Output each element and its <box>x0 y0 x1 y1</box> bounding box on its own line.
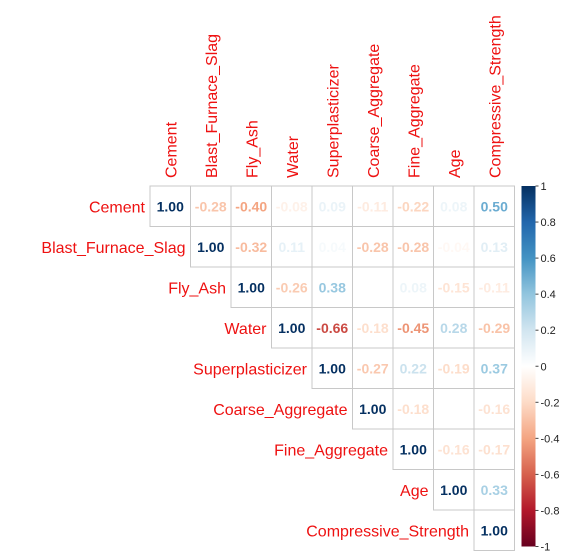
row-label-cement: Cement <box>89 199 146 216</box>
cell-value-blast-furnace-slag-fine-aggregate: -0.28 <box>397 239 429 255</box>
cell-value-blast-furnace-slag-blast-furnace-slag: 1.00 <box>197 239 224 255</box>
color-legend: 1 0.8 0.6 0.4 0.2 0 -0.2 -0.4 -0.6 -0.8 -1 <box>521 181 560 554</box>
cell-value-fine-aggregate-age: -0.16 <box>438 441 470 457</box>
legend-tick-label: 0.4 <box>541 289 556 301</box>
column-labels: Cement Blast_Furnace_Slag Fly_Ash Water Supe… <box>163 15 504 178</box>
cell-value-superplasticizer-compressive-strength: 0.37 <box>481 360 508 376</box>
legend-tick-label: 1 <box>541 181 547 193</box>
cell-fly-ash-coarse-aggregate <box>352 266 394 308</box>
matrix-cells: 1.00 -0.28 -0.40 -0.08 0.09 -0.11 -0.22 0.08 0.5… <box>149 185 515 551</box>
cell-value-superplasticizer-coarse-aggregate: -0.27 <box>357 360 389 376</box>
cell-value-compressive-strength-compressive-strength: 1.00 <box>481 522 508 538</box>
cell-value-fly-ash-fine-aggregate: 0.08 <box>400 279 427 295</box>
cell-value-cement-water: -0.08 <box>276 198 308 214</box>
legend-tick-label: -1 <box>541 542 551 554</box>
cell-value-cement-age: 0.08 <box>440 198 467 214</box>
cell-value-water-age: 0.28 <box>440 320 467 336</box>
row-label-superplasticizer: Superplasticizer <box>193 361 308 378</box>
cell-value-superplasticizer-fine-aggregate: 0.22 <box>400 360 427 376</box>
legend-tick-label: -0.8 <box>541 505 560 517</box>
legend-tick-label: 0.6 <box>541 253 556 265</box>
row-labels: Cement Blast_Furnace_Slag Fly_Ash Water Supe… <box>41 199 469 540</box>
cell-value-fly-ash-water: -0.26 <box>276 279 308 295</box>
legend-tick-label: -0.4 <box>541 433 560 445</box>
cell-value-blast-furnace-slag-fly-ash: -0.32 <box>235 239 267 255</box>
cell-value-superplasticizer-superplasticizer: 1.00 <box>319 360 346 376</box>
cell-compressive-strength-compressive-strength <box>473 509 515 551</box>
cell-value-fly-ash-age: -0.15 <box>438 279 470 295</box>
legend-tick-label: 0 <box>541 361 547 373</box>
cell-value-blast-furnace-slag-coarse-aggregate: -0.28 <box>357 239 389 255</box>
legend-color-bar <box>521 186 536 547</box>
cell-value-blast-furnace-slag-compressive-strength: 0.13 <box>481 239 508 255</box>
cell-value-cement-superplasticizer: 0.09 <box>319 198 346 214</box>
cell-value-blast-furnace-slag-age: -0.04 <box>438 239 470 255</box>
legend-tick-label: -0.2 <box>541 397 560 409</box>
cell-value-blast-furnace-slag-superplasticizer: 0.04 <box>319 239 346 255</box>
cell-value-water-superplasticizer: -0.66 <box>316 320 348 336</box>
cell-value-cement-fine-aggregate: -0.22 <box>397 198 429 214</box>
column-label-age: Age <box>447 149 464 178</box>
column-label-water: Water <box>285 135 302 178</box>
cell-value-blast-furnace-slag-water: 0.11 <box>279 239 306 255</box>
row-label-fine-aggregate: Fine_Aggregate <box>274 442 388 459</box>
cell-value-coarse-aggregate-compressive-strength: -0.16 <box>478 401 510 417</box>
cell-value-coarse-aggregate-coarse-aggregate: 1.00 <box>359 401 386 417</box>
cell-value-cement-compressive-strength: 0.50 <box>481 198 508 214</box>
row-label-coarse-aggregate: Coarse_Aggregate <box>213 402 347 419</box>
cell-value-superplasticizer-age: -0.19 <box>438 360 470 376</box>
row-label-blast-furnace-slag: Blast_Furnace_Slag <box>41 240 185 257</box>
column-label-fine-aggregate: Fine_Aggregate <box>406 64 423 178</box>
cell-value-water-water: 1.00 <box>278 320 305 336</box>
cell-value-fine-aggregate-fine-aggregate: 1.00 <box>400 441 427 457</box>
cell-value-fly-ash-fly-ash: 1.00 <box>238 279 265 295</box>
cell-value-fly-ash-superplasticizer: 0.38 <box>319 279 346 295</box>
cell-value-water-fine-aggregate: -0.45 <box>397 320 429 336</box>
cell-value-fine-aggregate-compressive-strength: -0.17 <box>478 441 510 457</box>
cell-value-cement-fly-ash: -0.40 <box>235 198 267 214</box>
cell-value-age-age: 1.00 <box>440 482 467 498</box>
legend-tick-label: 0.8 <box>541 217 556 229</box>
cell-value-cement-cement: 1.00 <box>157 198 184 214</box>
column-label-blast-furnace-slag: Blast_Furnace_Slag <box>204 34 221 178</box>
cell-value-age-compressive-strength: 0.33 <box>481 482 508 498</box>
row-label-compressive-strength: Compressive_Strength <box>306 523 469 540</box>
column-label-cement: Cement <box>163 121 180 178</box>
cell-value-coarse-aggregate-fine-aggregate: -0.18 <box>397 401 429 417</box>
cell-value-cement-coarse-aggregate: -0.11 <box>357 198 388 214</box>
row-label-fly-ash: Fly_Ash <box>168 280 226 297</box>
legend-tick-label: 0.2 <box>541 325 556 337</box>
legend-tick-label: -0.6 <box>541 469 560 481</box>
cell-value-fly-ash-compressive-strength: -0.11 <box>479 279 510 295</box>
row-label-water: Water <box>224 321 267 338</box>
cell-coarse-aggregate-age <box>433 388 475 430</box>
column-label-coarse-aggregate: Coarse_Aggregate <box>366 44 383 178</box>
column-label-superplasticizer: Superplasticizer <box>325 64 342 179</box>
cell-value-water-compressive-strength: -0.29 <box>478 320 510 336</box>
cell-value-cement-blast-furnace-slag: -0.28 <box>195 198 227 214</box>
cell-value-water-coarse-aggregate: -0.18 <box>357 320 389 336</box>
column-label-compressive-strength: Compressive_Strength <box>487 15 504 178</box>
row-label-age: Age <box>400 483 429 500</box>
column-label-fly-ash: Fly_Ash <box>244 120 261 178</box>
